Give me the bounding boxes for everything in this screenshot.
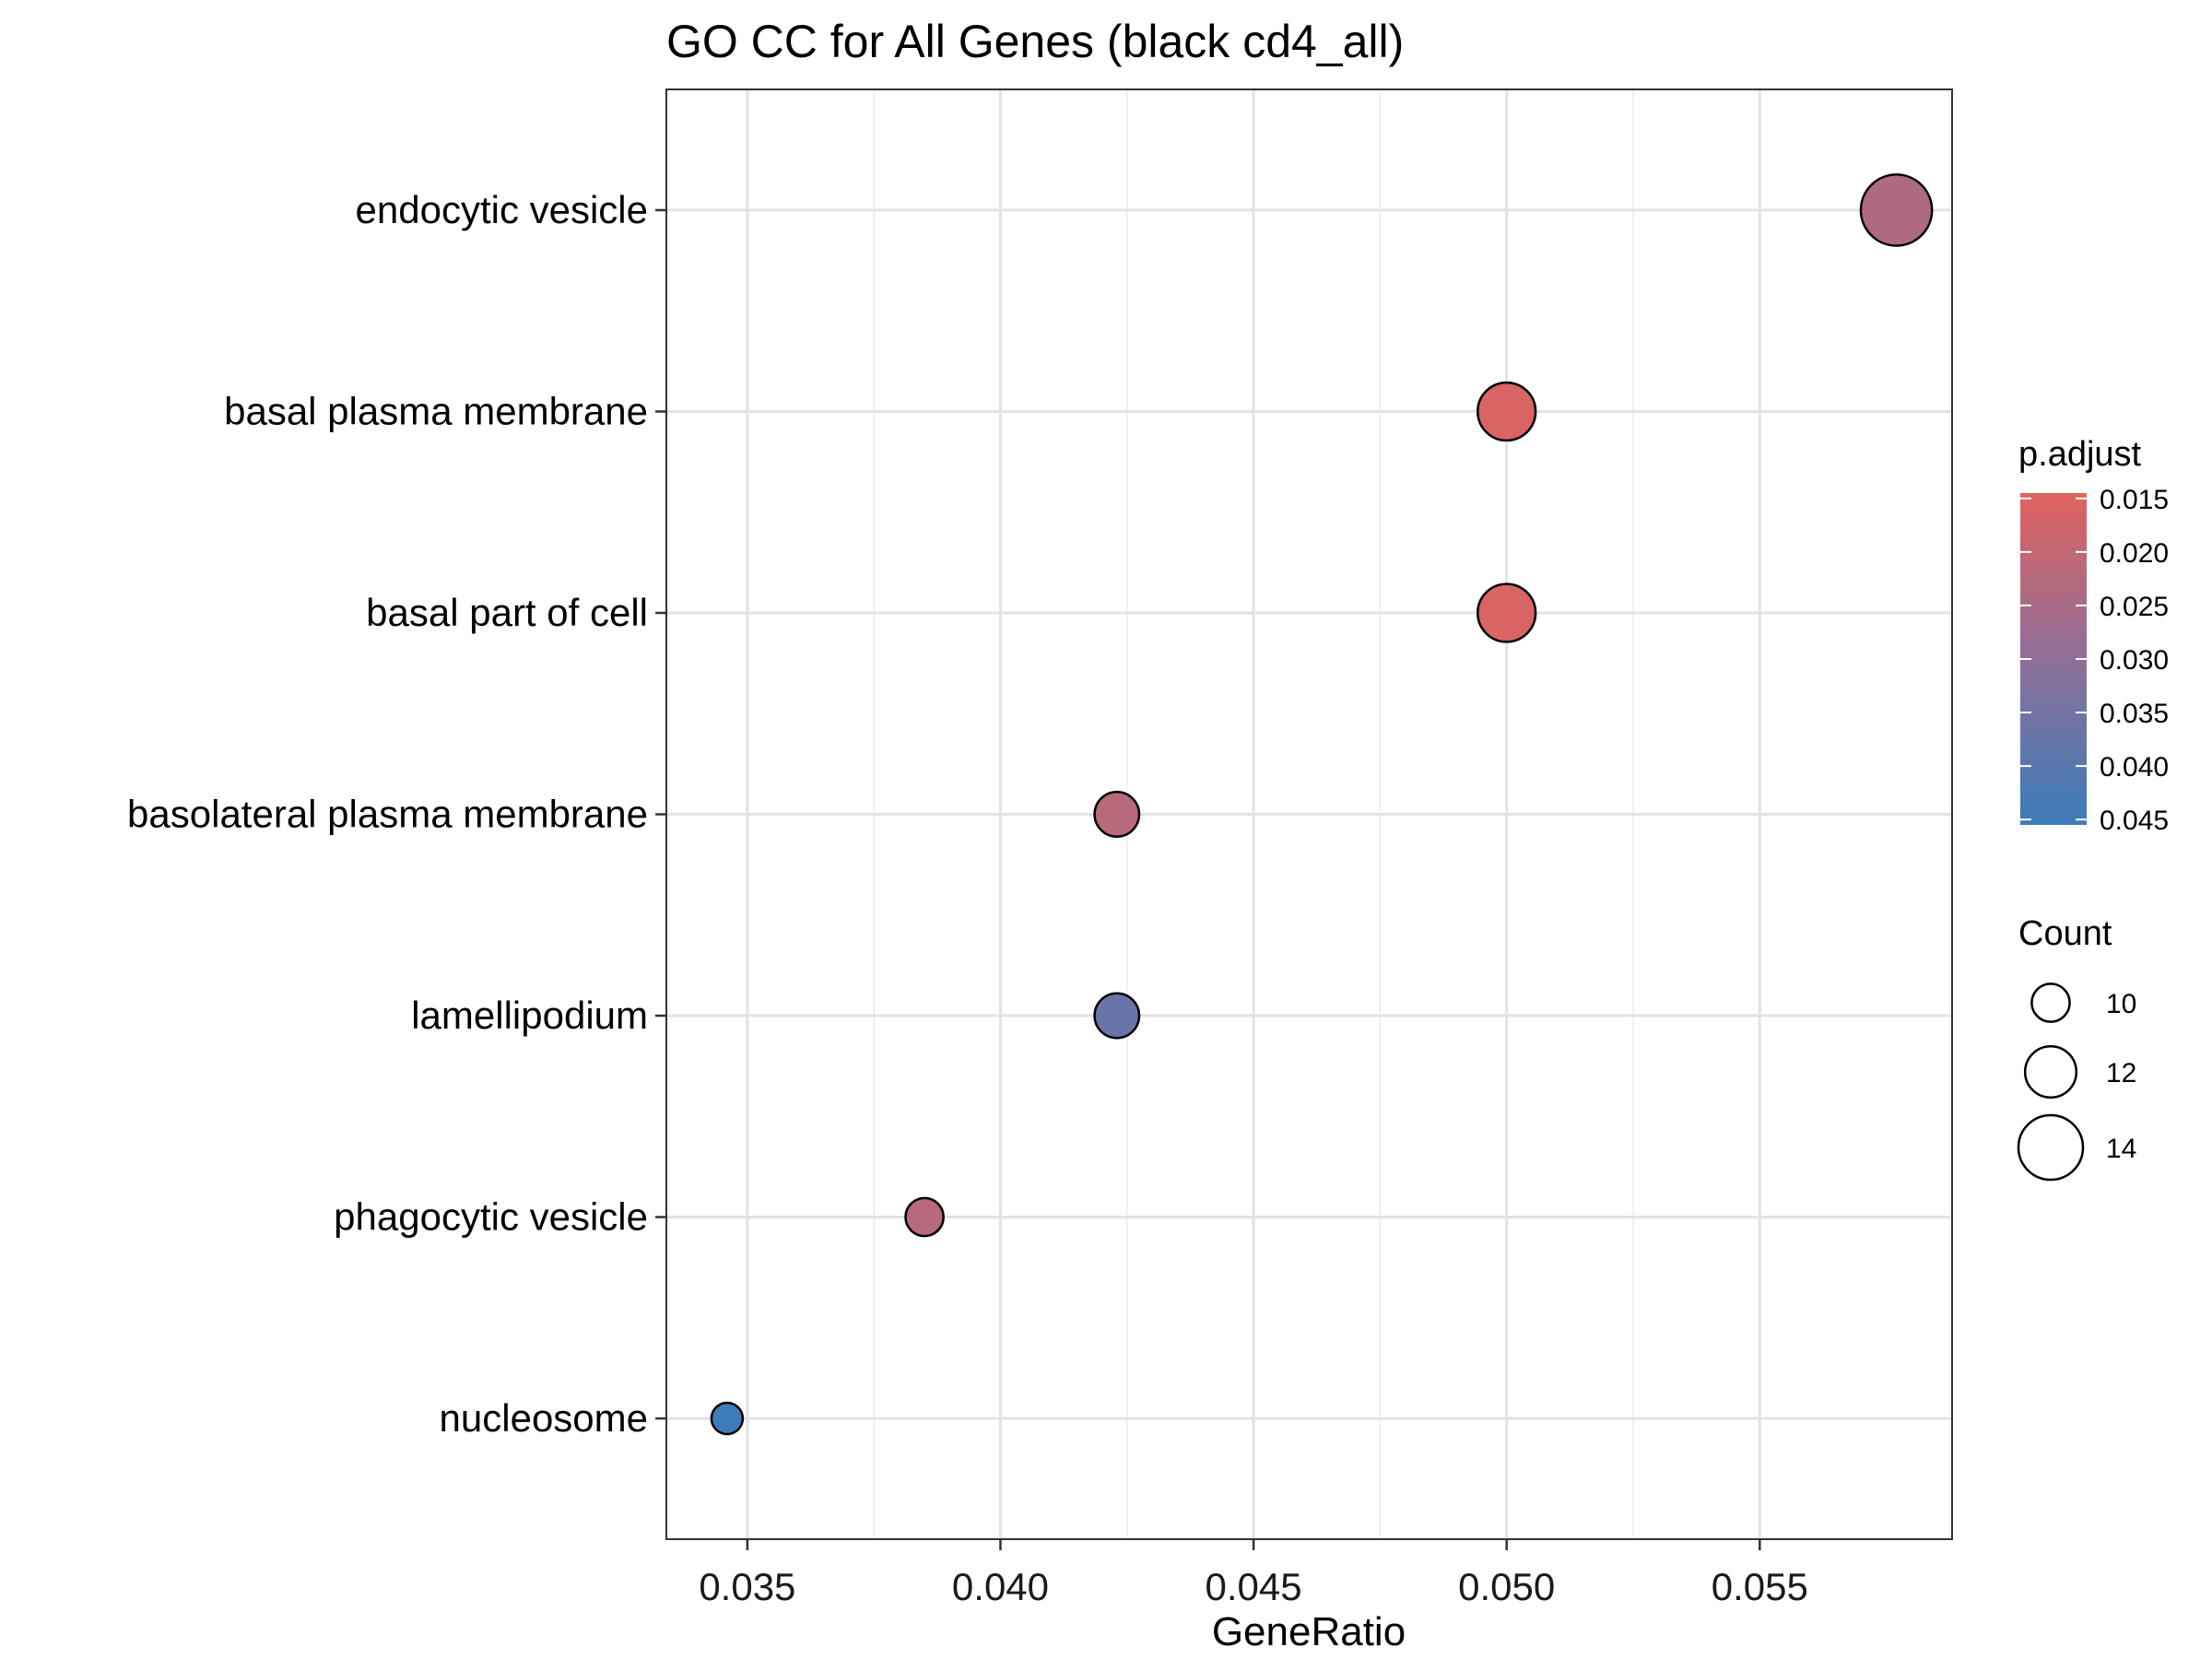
data-point bbox=[1477, 582, 1537, 643]
x-axis: 0.035 0.040 0.045 0.050 0.055 bbox=[699, 1539, 1808, 1608]
color-legend-tick-label: 0.045 bbox=[2100, 806, 2169, 836]
data-point bbox=[710, 1401, 745, 1436]
category-label: endocytic vesicle bbox=[356, 188, 648, 231]
color-legend-tick-label: 0.030 bbox=[2100, 645, 2169, 676]
grid-lines bbox=[666, 89, 1952, 1539]
size-legend: Count 10 12 14 bbox=[2017, 914, 2136, 1182]
category-labels: endocytic vesicle basal plasma membrane ba… bbox=[127, 188, 666, 1440]
color-legend-tick-label: 0.015 bbox=[2100, 485, 2169, 515]
size-legend-title: Count bbox=[2018, 914, 2112, 953]
category-label: lamellipodium bbox=[411, 994, 648, 1037]
x-axis-title: GeneRatio bbox=[1212, 1609, 1406, 1654]
size-legend-label: 10 bbox=[2106, 989, 2136, 1019]
data-point bbox=[1093, 791, 1141, 838]
color-legend-ticks: 0.015 0.020 0.025 0.030 0.035 0.040 0.045 bbox=[2020, 485, 2169, 836]
color-legend-title: p.adjust bbox=[2018, 435, 2142, 474]
data-point bbox=[1477, 381, 1537, 442]
size-legend-label: 14 bbox=[2106, 1134, 2136, 1164]
color-legend-tick-label: 0.025 bbox=[2100, 592, 2169, 622]
x-tick-label: 0.040 bbox=[952, 1565, 1049, 1608]
color-legend-tick-label: 0.035 bbox=[2100, 699, 2169, 729]
chart-title: GO CC for All Genes (black cd4_all) bbox=[666, 16, 1404, 67]
x-tick-label: 0.050 bbox=[1458, 1565, 1555, 1608]
category-label: basal plasma membrane bbox=[224, 390, 648, 433]
color-legend-tick-label: 0.020 bbox=[2100, 538, 2169, 569]
size-legend-label: 12 bbox=[2106, 1058, 2136, 1088]
data-points bbox=[710, 173, 1934, 1436]
x-tick-label: 0.045 bbox=[1206, 1565, 1302, 1608]
color-legend-tick-label: 0.040 bbox=[2100, 752, 2169, 782]
color-legend: p.adjust 0.0150.0200.0250.0300.0350.0400… bbox=[2018, 435, 2169, 836]
size-legend-circle bbox=[2017, 1113, 2085, 1182]
size-legend-circle bbox=[2023, 1044, 2078, 1100]
category-label: nucleosome bbox=[440, 1396, 648, 1440]
data-point bbox=[904, 1196, 945, 1238]
category-label: basolateral plasma membrane bbox=[127, 793, 648, 836]
x-tick-label: 0.035 bbox=[699, 1565, 795, 1608]
size-legend-circle bbox=[2030, 982, 2071, 1023]
x-tick-label: 0.055 bbox=[1712, 1565, 1808, 1608]
size-legend-items: 10 12 14 bbox=[2017, 982, 2136, 1182]
category-label: phagocytic vesicle bbox=[334, 1195, 648, 1239]
category-label: basal part of cell bbox=[366, 591, 648, 634]
data-point bbox=[1093, 992, 1141, 1040]
data-point bbox=[1859, 173, 1934, 247]
